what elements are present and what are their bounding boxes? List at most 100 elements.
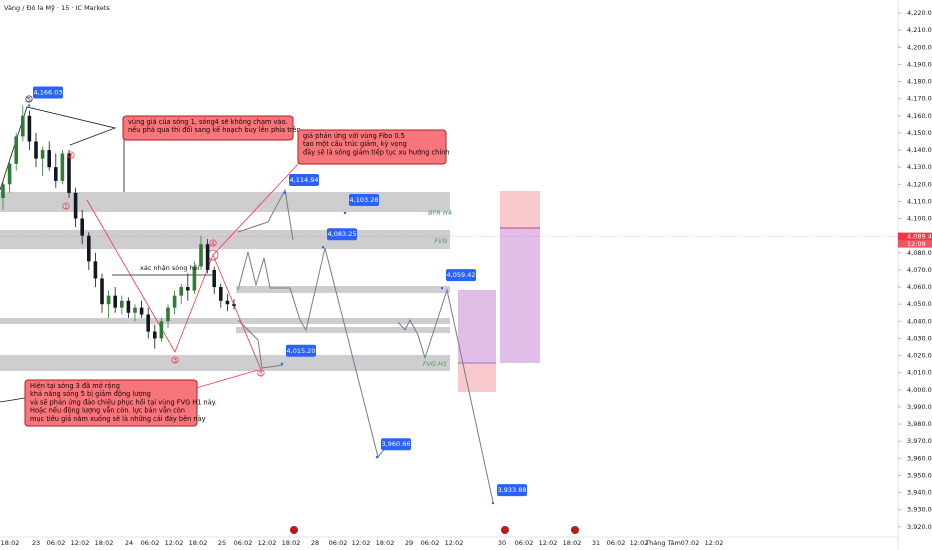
wave-label: 1 [64,202,68,210]
y-tick-label: 3,930.00 [907,506,932,514]
candle-body [7,163,12,185]
candle-body [100,278,104,305]
candle-body [106,295,111,305]
event-icon [501,526,509,534]
current-price-label: 4,089.46 [907,233,932,241]
candle-body [80,218,84,236]
wave-marker [67,151,75,159]
y-tick-label: 4,120.00 [907,180,932,188]
x-tick-label: 18:02 [563,539,582,547]
x-tick-label: 12:02 [630,539,649,547]
y-tick-label: 4,170.00 [907,95,932,103]
zone [0,318,450,324]
x-tick-label: 28 [311,539,319,547]
note-text: nếu phá qua thì đổi sang kế hoạch buy lê… [128,125,301,134]
target-box [500,191,540,228]
target-box [458,290,496,363]
x-tick-label: 12:02 [165,539,184,547]
x-tick-label: 06:02 [141,539,160,547]
candle-body [172,295,177,308]
zone [236,286,450,293]
candle-body [232,304,236,306]
candle-body [212,269,216,288]
candle-body [54,167,58,181]
y-tick-label: 4,180.00 [907,78,932,86]
candle-body [205,244,210,270]
confirm-label: xác nhận sóng hồi [140,264,200,272]
y-tick-label: 3,980.00 [907,420,932,428]
zone [0,192,450,212]
x-tick-label: 12:02 [705,539,724,547]
price-label-box [286,344,316,357]
x-tick-label: 06:02 [47,539,66,547]
price-point [321,246,325,249]
candle-body [192,266,197,291]
y-tick-label: 4,000.00 [907,386,932,394]
price-point [283,191,287,195]
pointer-line [195,369,259,389]
y-tick-label: 4,210.00 [907,26,932,34]
price-label-box [327,228,357,241]
y-tick-label: 4,060.00 [907,283,932,291]
candle-body [166,307,170,322]
candle-body [146,314,150,332]
candle-body [126,300,131,313]
price-label: 4,166.03 [34,88,63,96]
event-icon [571,526,579,534]
zone-label: BFR H4 [428,209,452,217]
y-tick-label: 4,130.00 [907,163,932,171]
candle-body [73,192,78,219]
y-tick-label: 4,010.00 [907,369,932,377]
x-tick-label: 18:02 [95,539,114,547]
event-icon [290,526,298,534]
current-price-box [898,232,932,241]
price-label: 4,059.42 [447,271,476,279]
y-tick-label: 4,150.00 [907,129,932,137]
price-label-box [446,269,476,282]
price-point [375,456,379,459]
note-text: khả năng sóng 5 bị giảm động lượng [30,390,151,398]
candle-body [87,235,91,262]
projection [237,319,284,369]
y-tick-label: 4,050.00 [907,300,932,308]
x-tick-label: Tháng Tám [644,539,681,547]
target-box [500,228,540,363]
x-tick-label: 18:02 [282,539,301,547]
x-tick-label: 18:02 [1,539,20,547]
candle-body [113,295,117,308]
x-tick-label: 06:02 [329,539,348,547]
y-tick-label: 3,920.00 [907,523,932,531]
y-tick-label: 4,100.00 [907,215,932,223]
y-tick-label: 4,160.00 [907,112,932,120]
candle-body [27,115,32,142]
y-tick-label: 4,140.00 [907,146,932,154]
candle-body [133,307,137,313]
x-tick-label: 29 [405,539,413,547]
note-box [122,115,294,141]
y-tick-label: 4,200.00 [907,43,932,51]
candle-body [225,300,230,305]
wave-marker [209,239,217,247]
x-tick-label: 12:02 [445,539,464,547]
candle-body [14,136,18,164]
wave-label: 5 [27,95,31,103]
y-tick-label: 4,070.00 [907,266,932,274]
x-tick-label: 23 [32,539,40,547]
candle-body [153,331,157,339]
wave-label: 5 [259,369,263,377]
pointer-line [0,397,26,403]
note-text: Hoặc nếu động lượng vẫn còn. lực bán vẫn… [30,406,185,415]
candle-body [21,115,25,137]
candle-body [120,300,124,308]
x-tick-label: 12:02 [539,539,558,547]
x-tick-label: 06:02 [515,539,534,547]
note-text: đây sẽ là sóng giảm tiếp tục xu hướng ch… [303,148,450,156]
note-text: giá phản ứng với vùng Fibo 0.5 [303,132,405,140]
projection [237,188,294,241]
header: Vàng / Đô la Mỹ · 15 · IC Markets [4,4,110,12]
candle-body [186,287,190,291]
x-tick-label: 18:02 [189,539,208,547]
countdown-box [898,240,932,248]
wave-marker [25,95,33,103]
